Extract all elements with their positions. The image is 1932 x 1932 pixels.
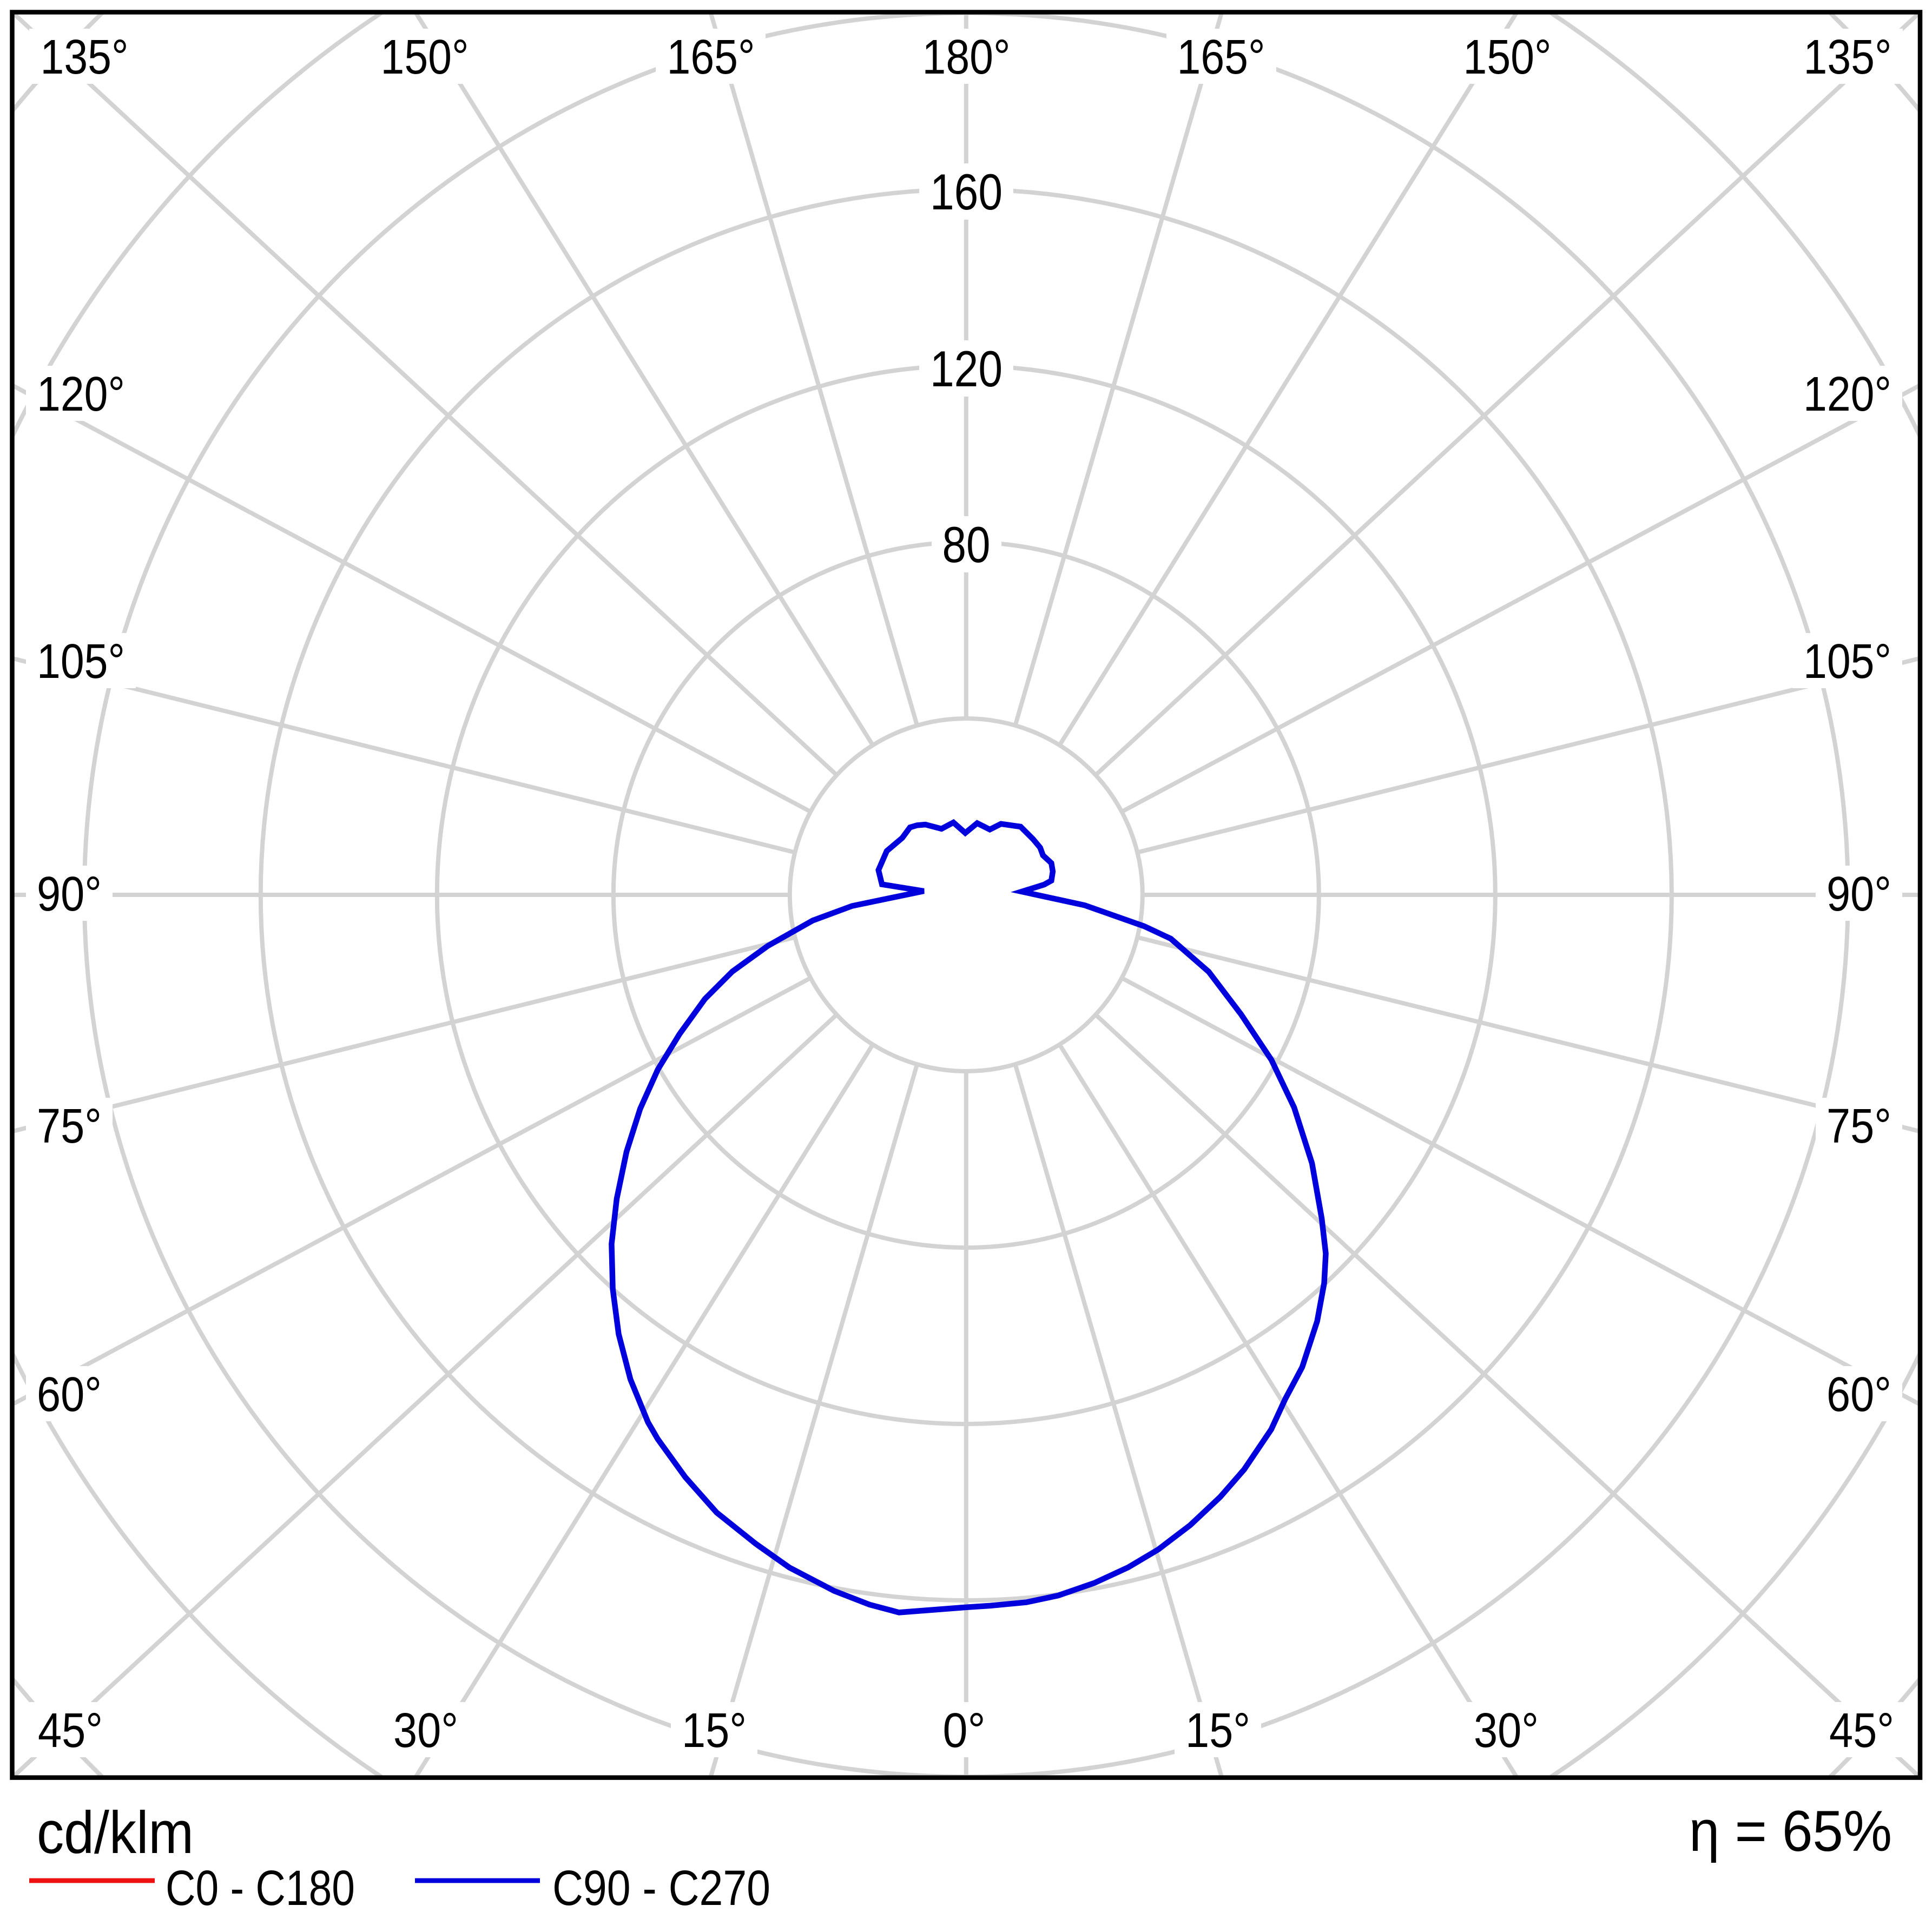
svg-text:15°: 15°	[682, 1704, 747, 1758]
svg-text:C0 - C180: C0 - C180	[166, 1861, 355, 1916]
svg-text:80: 80	[942, 516, 991, 573]
svg-text:105°: 105°	[37, 635, 125, 689]
svg-text:cd/klm: cd/klm	[37, 1799, 194, 1866]
svg-text:160: 160	[930, 163, 1003, 220]
svg-text:60°: 60°	[37, 1368, 102, 1422]
svg-text:45°: 45°	[1829, 1704, 1894, 1758]
svg-text:90°: 90°	[1827, 867, 1891, 921]
svg-text:0°: 0°	[943, 1704, 986, 1758]
svg-text:180°: 180°	[922, 30, 1011, 84]
svg-text:90°: 90°	[37, 867, 102, 921]
svg-text:75°: 75°	[1827, 1099, 1891, 1153]
svg-text:105°: 105°	[1803, 635, 1891, 689]
svg-text:120°: 120°	[37, 367, 125, 421]
svg-text:135°: 135°	[1804, 30, 1892, 84]
svg-text:15°: 15°	[1185, 1704, 1250, 1758]
svg-text:150°: 150°	[1463, 30, 1552, 84]
svg-text:45°: 45°	[38, 1704, 103, 1758]
svg-text:C90 - C270: C90 - C270	[552, 1861, 770, 1916]
svg-text:165°: 165°	[1177, 30, 1265, 84]
svg-text:60°: 60°	[1827, 1368, 1891, 1422]
svg-text:150°: 150°	[381, 30, 469, 84]
svg-text:165°: 165°	[667, 30, 755, 84]
svg-text:η = 65%: η = 65%	[1689, 1798, 1892, 1863]
svg-text:30°: 30°	[1474, 1704, 1539, 1758]
svg-text:75°: 75°	[37, 1099, 102, 1153]
svg-text:120: 120	[930, 340, 1003, 397]
svg-text:120°: 120°	[1803, 367, 1891, 421]
svg-text:135°: 135°	[41, 30, 129, 84]
svg-text:30°: 30°	[393, 1704, 458, 1758]
